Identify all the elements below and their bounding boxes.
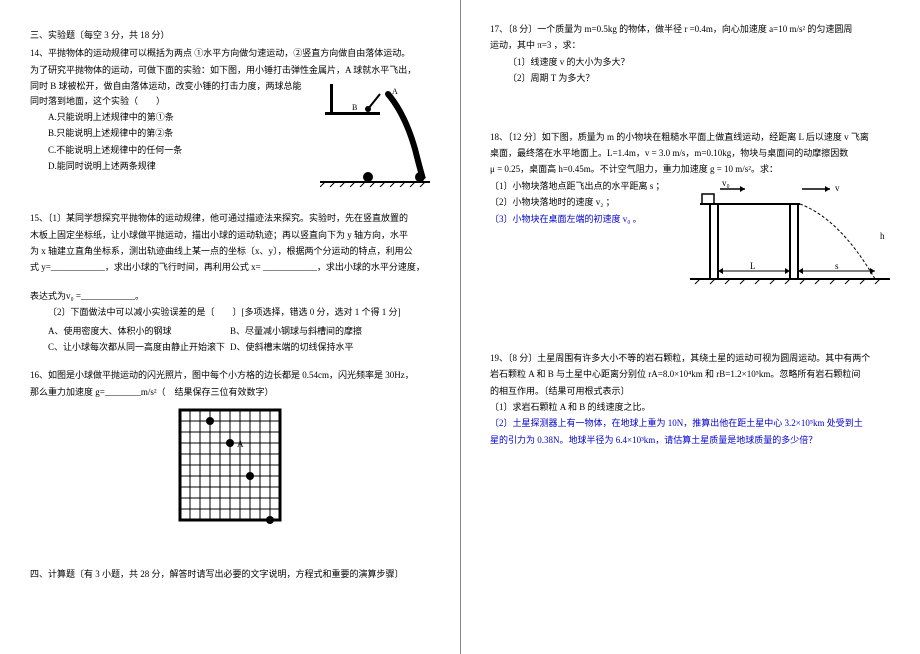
- svg-text:B: B: [352, 103, 357, 112]
- q15-2d: D、使斜槽末端的切线保持水平: [230, 340, 430, 354]
- q18-line3: μ = 0.25，桌面高 h=0.45m。不计空气阻力，重力加速度 g = 10…: [490, 162, 890, 176]
- svg-text:h: h: [880, 231, 885, 241]
- q15-line3: 为 x 轴建立直角坐标系，测出轨迹曲线上某一点的坐标〔x、y〕，根据两个分运动的…: [30, 244, 430, 258]
- svg-text:s: s: [835, 261, 839, 271]
- q15-expr: 表达式为v₀ =____________。: [30, 289, 430, 303]
- q15-line1: 15、〔1〕某同学想探究平抛物体的运动规律，他可通过描迹法来探究。实验时，先在竖…: [30, 211, 430, 225]
- q15-line2: 木板上固定坐标纸，让小球做平抛运动，描出小球的运动轨迹；再以竖直向下为 y 轴方…: [30, 228, 430, 242]
- svg-text:A: A: [392, 87, 398, 96]
- section4-title: 四、计算题〔有 3 小题，共 28 分，解答时请写出必要的文字说明，方程式和重要…: [30, 567, 430, 581]
- q19-sub1: 〔1〕求岩石颗粒 A 和 B 的线速度之比。: [490, 400, 890, 414]
- q16-line1: 16、如图是小球做平抛运动的闪光照片，图中每个小方格的边长都是 0.54cm，闪…: [30, 368, 430, 382]
- q19-line1: 19、〔8 分〕土星周围有许多大小不等的岩石颗粒，其绕土星的运动可视为圆周运动。…: [490, 351, 890, 365]
- q14-line2: 为了研究平抛物体的运动，可做下面的实验：如下图，用小锤打击弹性金属片，A 球就水…: [30, 63, 430, 77]
- svg-text:A: A: [237, 439, 244, 449]
- svg-text:v₀: v₀: [722, 179, 730, 188]
- q18-line1: 18、〔12 分〕如下图，质量为 m 的小物块在粗糙水平面上做直线运动，经距离 …: [490, 130, 890, 144]
- q17-sub2: 〔2〕周期 T 为多大？: [490, 71, 890, 85]
- q15-line4: 式 y=____________，求出小球的飞行时间，再利用公式 x= ____…: [30, 260, 430, 274]
- q18-line2: 桌面，最终落在水平地面上。L=1.4m，v = 3.0 m/s，m=0.10kg…: [490, 146, 890, 160]
- q18-figure: v₀ v h: [690, 179, 890, 289]
- q16-figure: A: [175, 405, 285, 525]
- q17-sub1: 〔1〕线速度 v 的大小为多大？: [490, 55, 890, 69]
- q16-line2: 那么重力加速度 g=________m/s²（ 结果保存三位有效数字）: [30, 385, 430, 399]
- left-column: 三、实验题〔每空 3 分，共 18 分） 14、平抛物体的运动规律可以概括为两点…: [0, 0, 460, 654]
- q15-part2: 〔2〕下面做法中可以减小实验误差的是〔 〕[多项选择，错选 0 分，选对 1 个…: [30, 305, 430, 319]
- q19-line3: 的相互作用。〔结果可用根式表示〕: [490, 384, 890, 398]
- q17-line2: 运动，其中 π=3 ，求：: [490, 38, 890, 52]
- q19-sub2a: 〔2〕土星探测器上有一物体，在地球上重为 10N，推算出他在距土星中心 3.2×…: [490, 416, 890, 430]
- q19-line2: 岩石颗粒 A 和 B 与土星中心距离分别位 rA=8.0×10⁴km 和 rB=…: [490, 367, 890, 381]
- q19-sub2b: 星的引力为 0.38N。地球半径为 6.4×10³km，请估算土星质量是地球质量…: [490, 433, 890, 447]
- q17-line1: 17、〔8 分〕一个质量为 m=0.5kg 的物体，做半径 r =0.4m，向心…: [490, 22, 890, 36]
- q14-line1: 14、平抛物体的运动规律可以概括为两点 ①水平方向做匀速运动，②竖直方向做自由落…: [30, 46, 430, 60]
- section3-title: 三、实验题〔每空 3 分，共 18 分）: [30, 28, 430, 42]
- q15-2c: C、让小球每次都从同一高度由静止开始滚下: [30, 340, 230, 354]
- right-column: 17、〔8 分〕一个质量为 m=0.5kg 的物体，做半径 r =0.4m，向心…: [460, 0, 920, 654]
- svg-text:v: v: [835, 183, 840, 193]
- svg-text:L: L: [750, 261, 756, 271]
- q14-figure: B A: [320, 79, 430, 189]
- q15-2a: A、使用密度大、体积小的钢球: [30, 324, 230, 338]
- q15-2b: B、尽量减小钢球与斜槽间的摩擦: [230, 324, 430, 338]
